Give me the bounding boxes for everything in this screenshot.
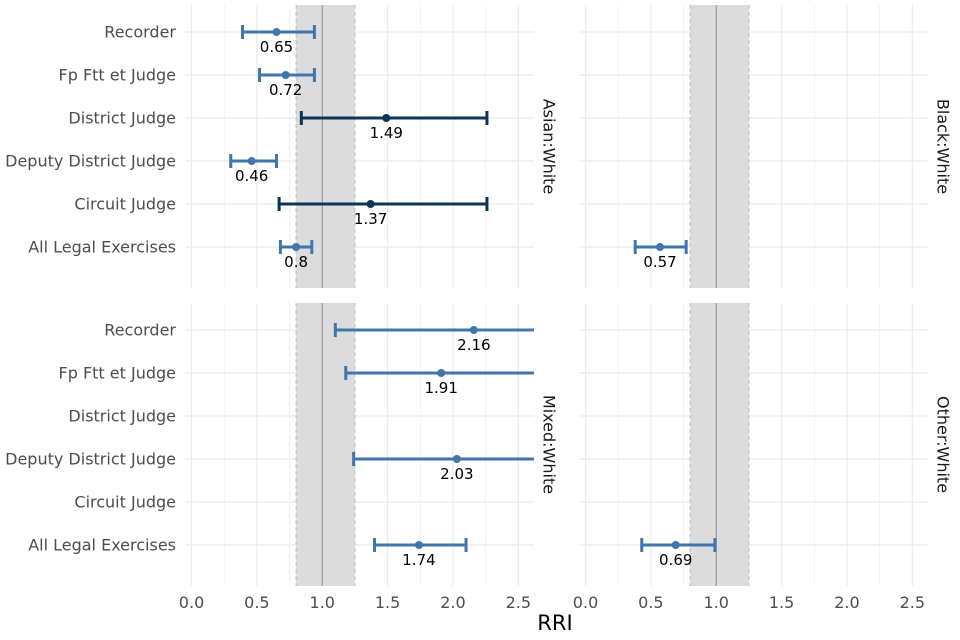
y-tick-recorder: Recorder [104,321,176,340]
point-estimate [281,71,290,79]
x-tick-label: 1.5 [769,593,794,612]
point-all-legal-exercises: 0.69 [640,538,717,569]
reference-band [296,303,355,586]
x-tick-label: 2.5 [506,593,531,612]
x-tick-label: 0.0 [179,593,204,612]
point-estimate [437,369,446,377]
y-tick-circuit-judge: Circuit Judge [74,493,176,512]
x-axis-ticks: 0.0 0.5 1.0 1.5 2.0 2.5 0.0 0.5 1.0 1.5 2.0 2.5 [179,593,925,612]
facet-strip-black-white: Black:White [934,99,953,194]
y-tick-fp-ftt-et-judge: Fp Ftt et Judge [59,66,177,85]
x-axis-title: RRI [537,611,572,635]
point-estimate [671,541,680,549]
data-label: 0.69 [659,551,692,569]
point-all-legal-exercises: 1.74 [373,538,468,569]
x-tick-label: 1.0 [704,593,729,612]
point-estimate [366,200,375,208]
y-tick-district-judge: District Judge [68,109,176,128]
y-axis-labels: Recorder Fp Ftt et Judge District Judge Dep… [5,23,176,555]
data-label: 2.16 [457,336,490,354]
point-all-legal-exercises: 0.57 [633,240,688,271]
point-recorder: 0.65 [241,25,316,56]
y-tick-district-judge: District Judge [68,407,176,426]
point-estimate [247,157,256,165]
reference-band [296,5,355,288]
data-label: 0.65 [260,38,293,56]
x-tick-label: 0.0 [573,593,598,612]
x-tick-label: 2.0 [834,593,859,612]
facet-strip-other-white: Other:White [934,396,953,493]
point-estimate [469,326,478,334]
point-deputy-district-judge: 2.03 [352,452,534,483]
point-estimate [656,243,665,251]
point-circuit-judge: 1.37 [277,197,489,228]
point-estimate [382,114,391,122]
facet-strip-mixed-white: Mixed:White [540,395,559,494]
x-tick-label: 2.5 [900,593,925,612]
point-estimate [452,455,461,463]
data-label: 0.72 [269,81,302,99]
point-recorder: 2.16 [333,323,534,354]
panel-mixed-white: 2.16 1.91 2.03 1.74 Mixed:White [185,303,559,586]
data-label: 1.49 [370,124,403,142]
data-label: 1.37 [354,210,387,228]
point-fp-ftt-et-judge: 0.72 [258,68,316,99]
reference-band [690,5,749,288]
point-estimate [292,243,301,251]
y-tick-fp-ftt-et-judge: Fp Ftt et Judge [59,364,177,383]
point-deputy-district-judge: 0.46 [229,154,278,185]
data-label: 1.74 [402,551,435,569]
point-fp-ftt-et-judge: 1.91 [344,366,534,397]
point-estimate [414,541,423,549]
data-label: 0.46 [235,167,268,185]
data-label: 0.57 [643,253,676,271]
x-tick-label: 1.0 [310,593,335,612]
x-tick-label: 0.5 [638,593,663,612]
data-label: 1.91 [424,379,457,397]
y-tick-deputy-district-judge: Deputy District Judge [5,450,176,469]
point-all-legal-exercises: 0.8 [278,240,314,271]
panel-other-white: 0.69 Other:White [579,303,953,586]
data-label: 0.8 [284,253,308,271]
y-tick-all-legal-exercises: All Legal Exercises [28,536,176,555]
y-tick-recorder: Recorder [104,23,176,42]
y-tick-all-legal-exercises: All Legal Exercises [28,238,176,257]
panel-asian-white: 0.65 0.72 1.49 0.46 1.37 0.8 Asian:White [185,5,559,288]
reference-band [690,303,749,586]
y-tick-deputy-district-judge: Deputy District Judge [5,152,176,171]
point-estimate [272,28,281,36]
x-tick-label: 0.5 [244,593,269,612]
data-label: 2.03 [440,465,473,483]
point-district-judge: 1.49 [299,111,489,142]
y-tick-circuit-judge: Circuit Judge [74,195,176,214]
panels-layer: 0.65 0.72 1.49 0.46 1.37 0.8 Asian:White 0.57 Bl… [185,5,953,586]
x-tick-label: 1.5 [375,593,400,612]
panel-black-white: 0.57 Black:White [579,5,953,288]
facet-strip-asian-white: Asian:White [540,99,559,195]
x-tick-label: 2.0 [440,593,465,612]
